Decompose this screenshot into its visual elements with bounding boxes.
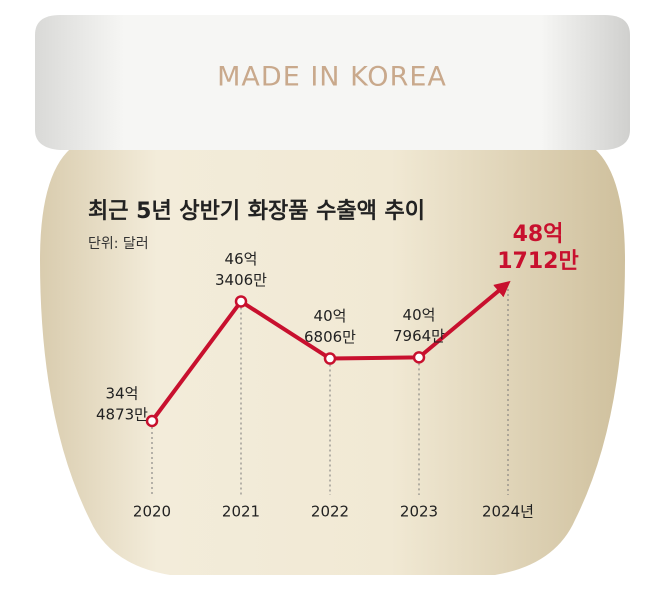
value-label: 48억 bbox=[513, 222, 564, 247]
chart-subtitle: 단위: 달러 bbox=[88, 236, 149, 252]
x-tick-label: 2021 bbox=[222, 503, 260, 521]
chart-title: 최근 5년 상반기 화장품 수출액 추이 bbox=[88, 199, 425, 224]
lid-text: MADE IN KOREA bbox=[217, 62, 447, 93]
value-label: 3406만 bbox=[215, 271, 267, 289]
x-tick-label: 2023 bbox=[400, 503, 438, 521]
point bbox=[323, 352, 337, 365]
value-label: 40억 bbox=[403, 306, 436, 324]
jar-lid bbox=[35, 15, 630, 150]
x-tick-label: 2022 bbox=[311, 503, 349, 521]
point bbox=[234, 295, 248, 308]
point bbox=[145, 414, 159, 428]
x-tick-label: 2024년 bbox=[482, 503, 534, 521]
value-label: 40억 bbox=[314, 307, 347, 325]
plot: 2020 2021 2022 2023 2024년 34억 4873만 46억 3406만 40억… bbox=[96, 222, 579, 521]
x-tick-label: 2020 bbox=[133, 503, 171, 521]
value-label: 1712만 bbox=[497, 249, 578, 274]
value-label: 34억 bbox=[106, 385, 139, 403]
value-label: 4873만 bbox=[96, 406, 148, 424]
value-label: 6806만 bbox=[304, 328, 356, 346]
value-label: 46억 bbox=[225, 250, 258, 268]
point bbox=[412, 351, 426, 364]
value-label: 7964만 bbox=[393, 327, 445, 345]
